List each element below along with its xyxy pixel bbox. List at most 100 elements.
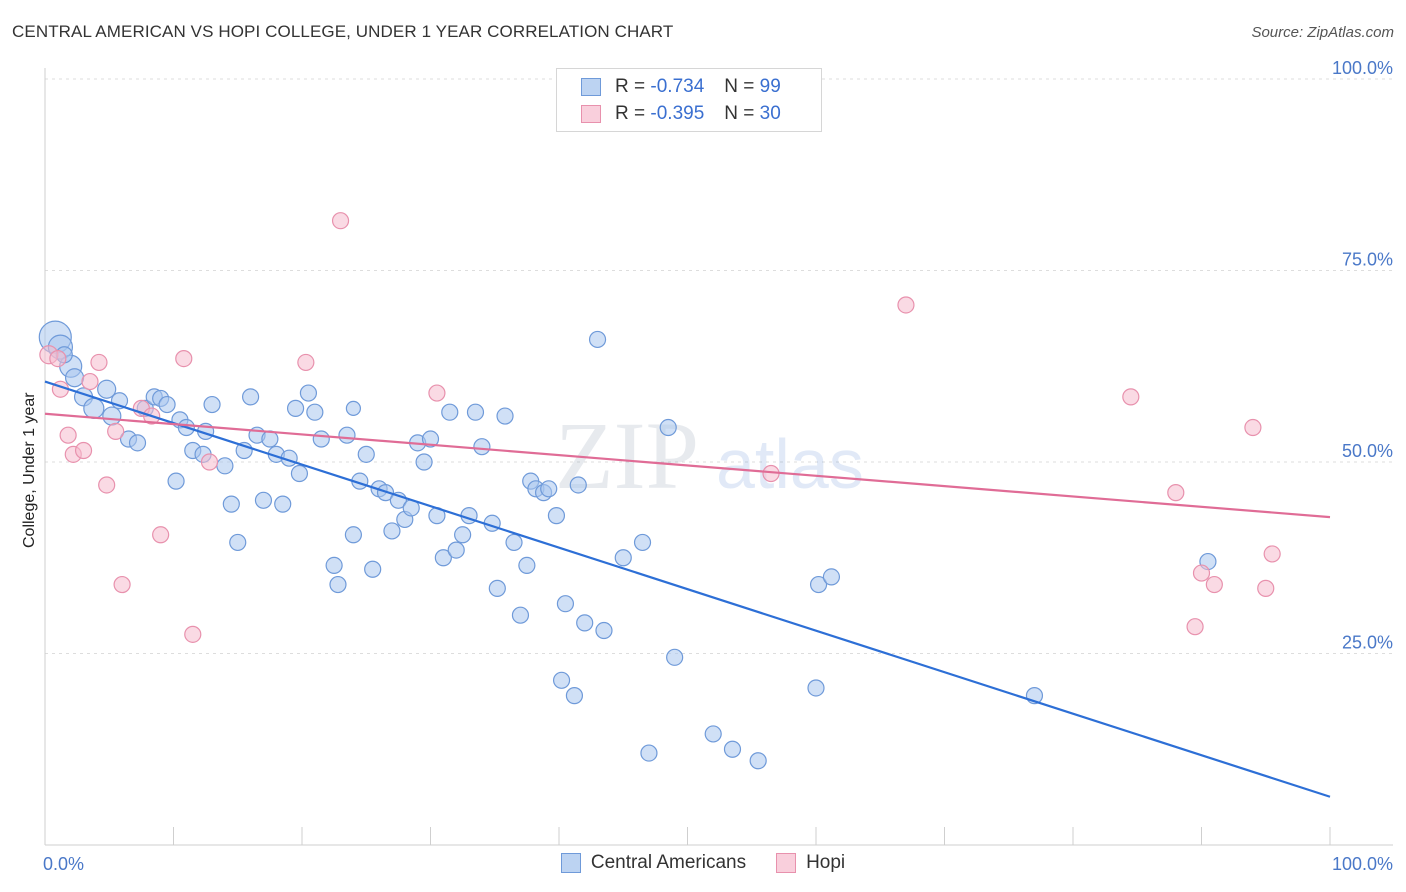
data-point [97, 379, 117, 399]
data-point [428, 384, 446, 402]
data-point [749, 752, 767, 770]
data-point [552, 671, 571, 689]
data-point [1186, 618, 1204, 636]
legend-item-hopi[interactable]: Hopi [776, 852, 845, 874]
data-point [807, 679, 825, 697]
data-point [306, 403, 324, 421]
data-point [59, 426, 77, 444]
data-point [434, 549, 452, 567]
data-point [344, 526, 362, 544]
y-tick-label: 75.0% [1342, 250, 1393, 270]
data-point [107, 422, 125, 440]
data-point [203, 395, 221, 414]
data-point [1244, 418, 1262, 437]
data-point [809, 575, 828, 594]
x-tick-label-start: 0.0% [43, 854, 84, 874]
data-point [576, 614, 594, 632]
data-point [633, 533, 652, 552]
data-point [81, 372, 99, 391]
data-point [569, 476, 587, 494]
data-point [441, 403, 459, 421]
correlation-legend: R = -0.734 N = 99 R = -0.395 N = 30 [556, 68, 822, 132]
y-tick-label: 100.0% [1332, 58, 1393, 78]
data-point [547, 507, 566, 525]
data-point [364, 560, 382, 578]
data-point [98, 476, 116, 494]
legend-item-central-americans[interactable]: Central Americans [560, 852, 747, 874]
data-point [1122, 388, 1140, 406]
gridlines [45, 78, 1393, 654]
data-point [297, 353, 315, 372]
data-point [704, 725, 722, 743]
data-point [175, 349, 193, 368]
legend-r-label: R = [615, 103, 646, 124]
legend-r-value: -0.395 [650, 103, 705, 124]
data-point [415, 453, 433, 471]
x-tick-label-end: 100.0% [1332, 854, 1393, 874]
data-point [113, 575, 131, 594]
data-point [331, 212, 350, 230]
data-point [723, 740, 742, 758]
data-point [152, 526, 170, 544]
legend-n-value: 99 [759, 76, 781, 97]
central-americans-points [38, 320, 1217, 770]
data-point [511, 606, 530, 624]
legend-r-value: -0.734 [650, 76, 705, 97]
data-point [897, 296, 915, 314]
legend-label-hopi: Hopi [806, 852, 846, 873]
legend-r-label: R = [615, 76, 646, 97]
data-point [229, 533, 247, 552]
data-point [488, 579, 506, 597]
data-point [64, 368, 85, 388]
data-point [216, 457, 234, 475]
data-point [167, 472, 185, 490]
data-point [447, 541, 465, 559]
data-point [242, 388, 260, 406]
trend-lines [44, 380, 1331, 798]
y-tick-label: 50.0% [1342, 441, 1393, 461]
legend-n-label: N = [724, 103, 755, 124]
data-point [822, 568, 841, 586]
legend-row-hopi: R = -0.395 N = 30 [581, 102, 781, 126]
data-point [421, 430, 440, 448]
data-point [473, 438, 491, 456]
data-point [90, 353, 108, 372]
data-point [614, 549, 632, 567]
data-point [466, 403, 485, 421]
legend-label-central: Central Americans [590, 852, 747, 873]
data-point [299, 384, 318, 402]
watermark-atlas: atlas [716, 425, 864, 503]
data-point [83, 397, 105, 419]
data-point [290, 464, 309, 483]
watermark: ZIP atlas [555, 402, 864, 509]
data-point [74, 441, 93, 460]
chart-title: CENTRAL AMERICAN VS HOPI COLLEGE, UNDER … [12, 22, 674, 41]
hopi-points [39, 212, 1281, 643]
data-point [666, 648, 684, 666]
data-point [505, 533, 523, 552]
data-point [1257, 579, 1275, 597]
data-point [1205, 575, 1223, 594]
axes: 25.0% 50.0% 75.0% 100.0% 0.0% 100.0% [43, 58, 1393, 874]
legend-swatch-central [560, 853, 581, 873]
data-point [1192, 564, 1211, 582]
data-point [588, 330, 607, 349]
data-point [659, 418, 677, 437]
data-point [454, 526, 472, 544]
data-point [565, 687, 584, 705]
data-point [496, 407, 514, 425]
legend-row-central: R = -0.734 N = 99 [581, 75, 781, 99]
data-point [254, 491, 273, 509]
data-point [329, 575, 347, 594]
data-point [345, 400, 361, 416]
legend-n-value: 30 [759, 103, 781, 124]
data-point [261, 430, 279, 448]
data-point [102, 406, 122, 426]
data-point [158, 395, 176, 414]
data-point [357, 445, 375, 463]
data-point [383, 522, 401, 540]
legend-swatch-central [581, 78, 601, 96]
legend-swatch-hopi [581, 105, 601, 123]
y-tick-label: 25.0% [1342, 633, 1393, 653]
